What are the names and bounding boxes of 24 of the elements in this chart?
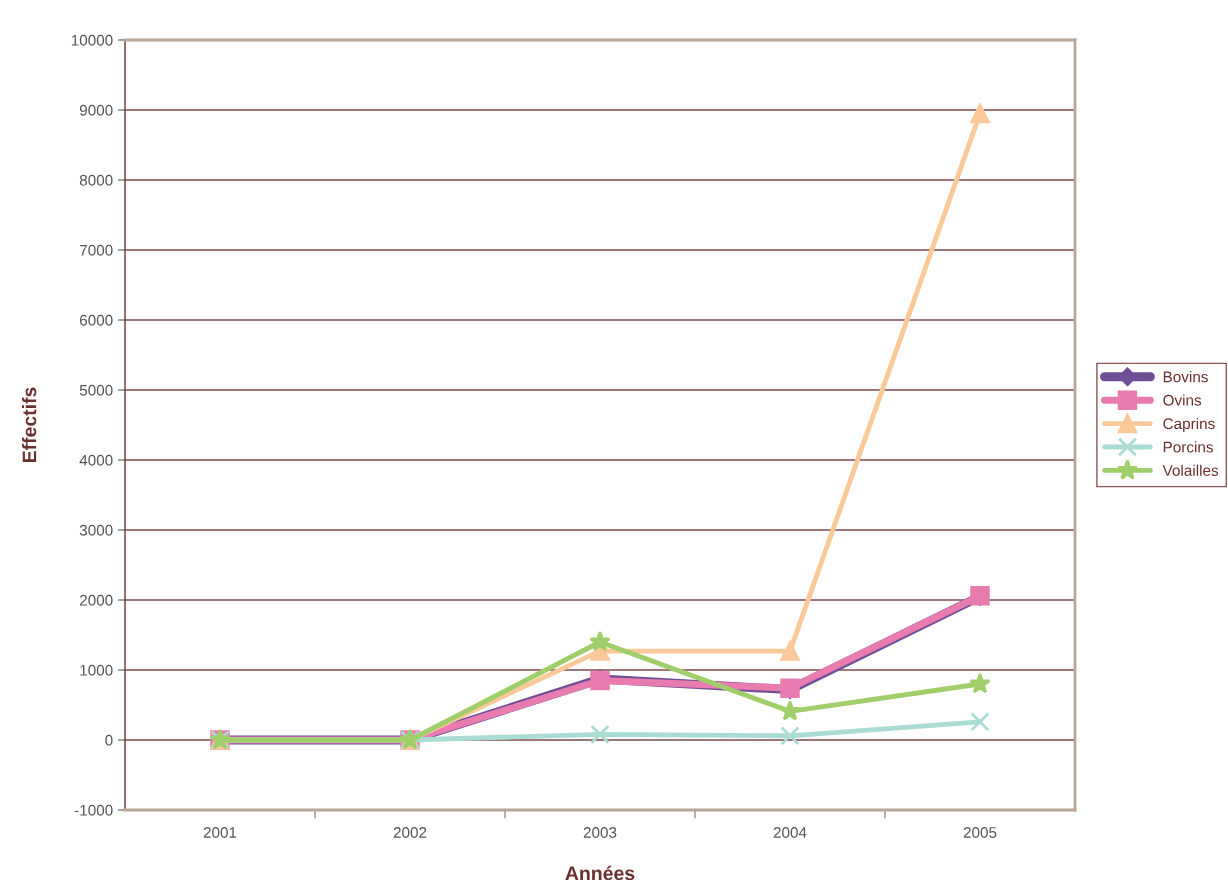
x-tick-label: 2001 [203,827,237,838]
y-tick-label: 6000 [79,314,113,326]
legend-label: Bovins [1163,371,1208,383]
y-tick-label: -1000 [74,804,113,816]
y-tick-label: 4000 [79,454,113,466]
y-tick-label: 7000 [79,244,113,256]
legend-label: Volailles [1162,464,1219,476]
y-tick-label: 3000 [79,524,113,536]
x-axis-title: Années [565,865,635,880]
x-tick-label: 2003 [583,827,617,838]
y-tick-label: 9000 [79,104,113,116]
x-tick-label: 2002 [393,827,427,838]
y-tick-label: 5000 [79,384,113,396]
y-tick-label: 0 [105,734,113,746]
y-tick-label: 1000 [80,664,113,676]
legend-label: Caprins [1163,417,1215,433]
y-axis-title: Effectifs [22,387,37,463]
x-tick-label: 2004 [773,827,807,838]
x-tick-label: 2005 [963,827,997,838]
legend-label: Porcins [1163,441,1213,453]
y-tick-label: 2000 [79,594,113,606]
legend-label: Ovins [1163,394,1202,406]
y-tick-label: 8000 [79,174,113,186]
y-tick-label: 10000 [71,34,113,46]
